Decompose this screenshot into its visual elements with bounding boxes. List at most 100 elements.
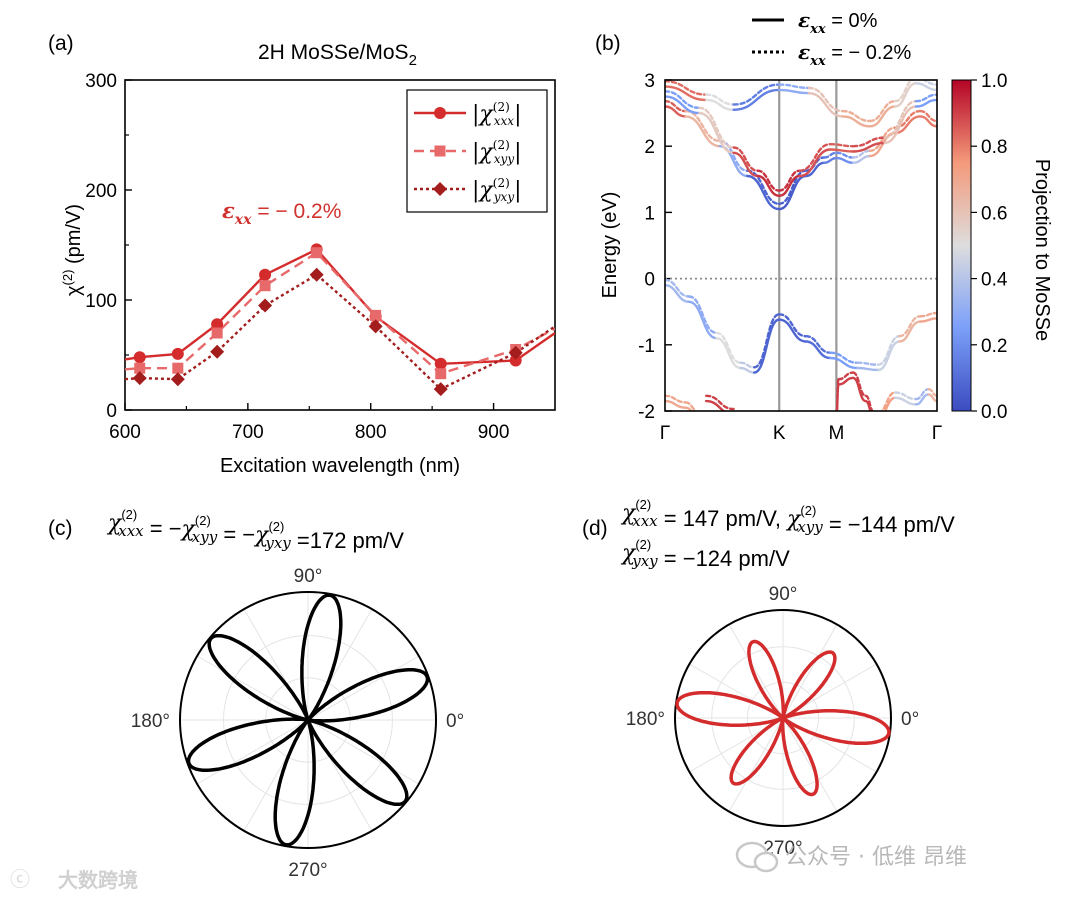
marker-yxy-643 (170, 372, 185, 387)
panel-d-formula: χ(2) xxx = 147 pm/V, χ(2) xyy = −144 pm/Vχ… (620, 497, 955, 571)
band-CB2-dotted-seg4 (778, 169, 801, 192)
band-CB1-solid-seg1 (684, 115, 722, 148)
panel-a-series (125, 247, 555, 391)
band-CB2-solid-seg0 (665, 95, 701, 115)
band-VB5-dotted-seg2 (914, 388, 930, 401)
panel-b-ylabel: Energy (eV) (599, 192, 621, 299)
wechat-icon-small (753, 851, 779, 873)
y-tick-label-200: 200 (85, 181, 117, 202)
band-CB2-solid-seg7 (851, 141, 886, 153)
band-CB1-dotted-seg6 (822, 151, 838, 159)
polar-angle-label-2: 180° (131, 711, 170, 732)
b-y-tick-label-0: 0 (644, 270, 655, 291)
band-CB3-dotted-seg2 (732, 83, 781, 106)
watermark-right-text: 公众号 · 低维 昂维 (785, 845, 967, 870)
polar-angle-label-0: 0° (446, 711, 464, 732)
colorbar (951, 79, 972, 412)
band-CB1-dotted-seg0 (665, 100, 687, 113)
panel-a-line-chart: (a) 2H MoSSe/MoS2 600 700 800 900 0 100 200 300… (48, 32, 556, 477)
band-CB3-solid-seg0 (665, 85, 708, 102)
band-VB1-solid-seg9 (877, 340, 901, 372)
band-VB4-solid-seg2 (851, 376, 867, 403)
marker-xyy-612 (134, 362, 146, 374)
band-CB2-solid-seg8 (883, 105, 918, 145)
band-CB1-dotted-seg8 (851, 149, 872, 159)
band-CB3-solid-seg7 (893, 82, 918, 108)
polar-shg-curve (675, 639, 891, 797)
marker-yxy-612 (132, 371, 147, 386)
panel-b-legend: εxx = 0% εxx = − 0.2% (752, 8, 912, 69)
b-y-tick-label-1: 1 (644, 203, 655, 224)
band-CB3-dotted-seg4 (807, 86, 844, 113)
marker-xyy-714 (259, 280, 271, 292)
panel-a-legend: |χ(2) xxx| |χ(2) xyy| |χ(2) yxy| (406, 89, 548, 213)
marker-xyy-804 (370, 309, 382, 321)
marker-xxx-857 (434, 357, 447, 370)
panel-d-polar-plot: (d) χ(2) xxx = 147 pm/V, χ(2) xyy = −144 p… (582, 497, 955, 859)
band-VB2-dotted-seg0 (705, 394, 735, 411)
band-VB1-solid-seg3 (739, 366, 756, 374)
band-CB3-solid-seg8 (914, 82, 937, 92)
x-tick-label-700: 700 (232, 422, 264, 443)
band-CB3-dotted-seg6 (868, 100, 897, 123)
marker-xxx-612 (133, 351, 146, 364)
band-VB3-dotted-seg1 (684, 401, 699, 411)
colorbar-tick-label-2: 0.4 (981, 270, 1008, 291)
b-y-tick-label-3: 3 (644, 71, 655, 92)
band-VB1-dotted-seg9 (877, 335, 901, 366)
k-point-label-2: M (828, 423, 844, 444)
band-VB1-dotted-seg11 (919, 311, 937, 318)
band-VB1-solid-seg0 (665, 284, 691, 303)
band-VB1-dotted-seg3 (739, 361, 756, 369)
polar-outer-circle (674, 609, 892, 827)
band-VB1-dotted-seg0 (665, 278, 691, 298)
y-tick-label-0: 0 (106, 401, 117, 422)
band-VB1-solid-seg11 (919, 317, 937, 323)
band-CB2-dotted-seg1 (698, 106, 735, 149)
polar-outer-circle (179, 591, 437, 849)
panel-a-ylabel: χ(2) (pm/V) (60, 204, 85, 296)
panel-c-polar-axes: 0° 90° 180° 270° (131, 566, 464, 881)
colorbar-tick-label-3: 0.6 (981, 203, 1007, 224)
polar-angle-label-2: 180° (626, 709, 665, 730)
band-CB3-solid-seg5 (841, 115, 872, 128)
band-CB2-dotted-seg5 (798, 143, 832, 172)
band-VB1-dotted-seg6 (804, 335, 832, 354)
polar-angle-label-1: 90° (294, 566, 323, 587)
band-VB1-dotted-seg10 (898, 315, 922, 338)
band-CB1-dotted-seg4 (778, 169, 807, 205)
panel-b-band-structure: (b) εxx = 0% εxx = − 0.2% -2 -1 0 1 2 3 Γ K M Γ En… (595, 8, 1053, 444)
panel-c-polar-plot: (c) χ(2) xxx = −χ(2) xyy = −χ(2) yxy =172 p… (48, 507, 464, 881)
band-CB1-solid-seg0 (665, 105, 687, 118)
band-VB1-solid-seg10 (898, 320, 922, 343)
band-VB3-solid-seg0 (665, 399, 687, 409)
watermark-left-icon: ⓒ (10, 867, 30, 891)
b-y-tick-label--1: -1 (638, 336, 655, 357)
band-CB3-solid-seg2 (732, 88, 781, 111)
band-CB1-solid-seg7 (835, 156, 855, 164)
band-CB1-solid-seg3 (746, 174, 781, 211)
legend-label-xxx: |χ(2) xxx| (472, 100, 522, 128)
band-CB2-solid-seg6 (829, 148, 855, 153)
panel-c-formula: χ(2) xxx = −χ(2) xyy = −χ(2) yxy =172 pm/V (106, 507, 404, 553)
panel-a-ticks: 600 700 800 900 0 100 200 300 (85, 71, 509, 443)
colorbar-tick-label-0: 0.0 (981, 402, 1007, 423)
x-tick-label-900: 900 (478, 422, 510, 443)
band-VB1-dotted-seg1 (687, 295, 718, 335)
band-VB4-solid-seg1 (837, 376, 855, 386)
band-CB3-solid-seg3 (778, 88, 811, 95)
band-VB4-solid-seg3 (864, 399, 872, 411)
band-CB3-dotted-seg3 (778, 83, 811, 90)
colorbar-tick-label-5: 1.0 (981, 71, 1007, 92)
panel-d-formula-line2: χ(2) yxy = −124 pm/V (620, 537, 790, 571)
band-CB2-dotted-seg0 (665, 90, 701, 109)
band-VB4-dotted-seg1 (837, 371, 855, 381)
marker-xyy-675 (211, 327, 223, 339)
panel-c-label: (c) (48, 517, 73, 540)
panel-d-formula-line1: χ(2) xxx = 147 pm/V, χ(2) xyy = −144 pm/V (620, 497, 955, 537)
band-CB2-dotted-seg2 (732, 146, 759, 172)
legend-marker-yxy (433, 182, 447, 196)
marker-yxy-756 (309, 267, 324, 282)
band-CB3-solid-seg1 (705, 98, 735, 111)
